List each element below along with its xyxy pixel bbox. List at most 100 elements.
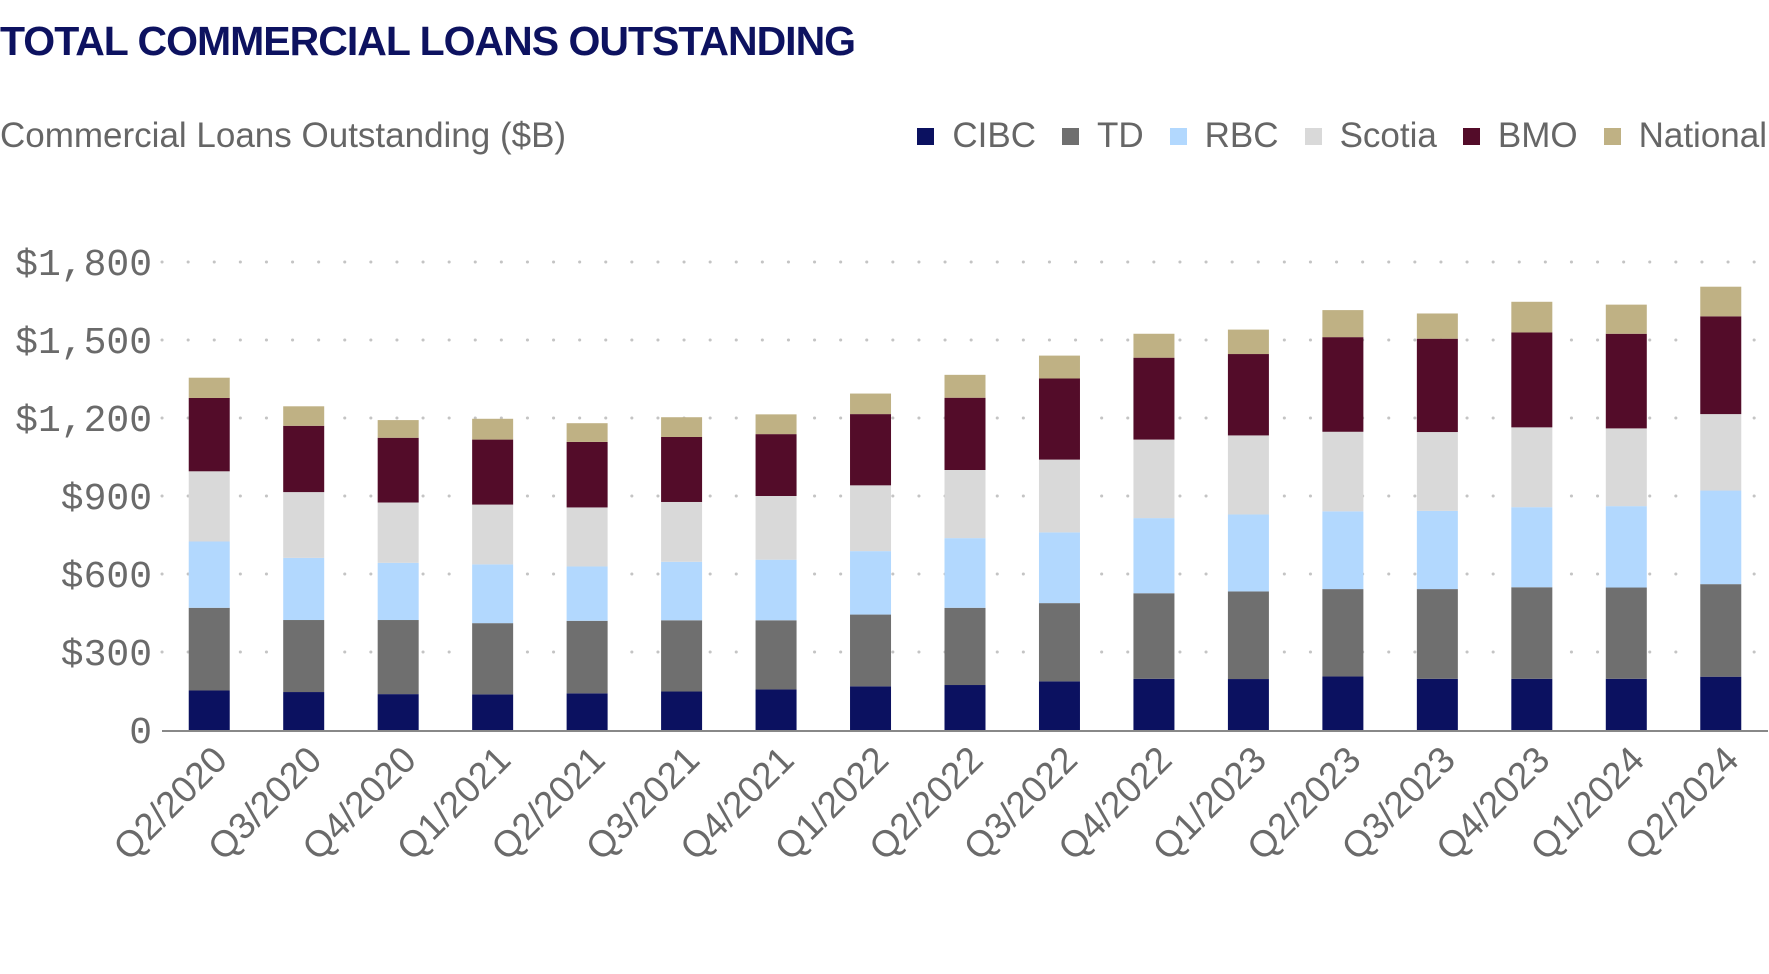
- bar-segment-rbc-q3-2020: [283, 557, 325, 621]
- bar-segment-td-q3-2021: [661, 620, 703, 692]
- bar-segment-rbc-q4-2023: [1511, 507, 1553, 588]
- bar-segment-cibc-q2-2024: [1700, 676, 1742, 730]
- y-tick-label: $1,200: [15, 400, 152, 443]
- bar-segment-rbc-q2-2022: [944, 538, 986, 608]
- bar-segment-bmo-q2-2021: [566, 441, 608, 508]
- bar-segment-bmo-q4-2022: [1133, 357, 1175, 440]
- bar-segment-cibc-q1-2023: [1227, 679, 1269, 730]
- y-tick-label: $1,500: [15, 322, 152, 365]
- bar-segment-cibc-q4-2022: [1133, 678, 1175, 730]
- bar-segment-td-q2-2021: [566, 620, 608, 694]
- legend-label-scotia: Scotia: [1339, 116, 1437, 155]
- bar-segment-cibc-q4-2023: [1511, 678, 1553, 730]
- bar-segment-cibc-q2-2021: [566, 693, 608, 730]
- bar-segment-rbc-q2-2023: [1322, 511, 1364, 590]
- bar-segment-scotia-q3-2022: [1038, 459, 1080, 533]
- bar-segment-cibc-q1-2024: [1605, 678, 1647, 730]
- bar-segment-national-q4-2020: [377, 420, 419, 438]
- bar-segment-cibc-q3-2022: [1038, 681, 1080, 730]
- bar-segment-scotia-q1-2021: [472, 504, 514, 565]
- bar-segment-bmo-q2-2020: [188, 397, 230, 472]
- bar-segment-bmo-q4-2020: [377, 437, 419, 503]
- bar-segment-national-q2-2023: [1322, 310, 1364, 338]
- bar-segment-bmo-q3-2020: [283, 425, 325, 493]
- bar-segment-scotia-q3-2020: [283, 492, 325, 558]
- bar-segment-national-q3-2021: [661, 417, 703, 437]
- bar-segment-bmo-q3-2021: [661, 436, 703, 502]
- bar-segment-rbc-q4-2021: [755, 559, 797, 621]
- bar-segment-cibc-q3-2021: [661, 691, 703, 730]
- bar-segment-bmo-q1-2024: [1605, 333, 1647, 429]
- bar-segment-td-q1-2023: [1227, 591, 1269, 680]
- bar-segment-bmo-q3-2022: [1038, 378, 1080, 460]
- bar-segment-scotia-q1-2024: [1605, 428, 1647, 507]
- bar-segment-rbc-q2-2020: [188, 541, 230, 608]
- chart-title: Commercial Loans Outstanding ($B): [0, 116, 567, 155]
- bar-segment-cibc-q1-2021: [472, 694, 514, 730]
- bar-segment-cibc-q3-2020: [283, 692, 325, 730]
- chart-legend: CIBC TD RBC Scotia BMO National: [891, 116, 1767, 156]
- legend-label-national: National: [1638, 116, 1767, 155]
- legend-item-rbc: RBC: [1169, 116, 1279, 156]
- bar-segment-rbc-q3-2021: [661, 561, 703, 621]
- bar-segment-td-q3-2020: [283, 620, 325, 693]
- bar-segment-scotia-q2-2024: [1700, 414, 1742, 491]
- bar-segment-national-q2-2021: [566, 423, 608, 442]
- bar-segment-rbc-q1-2021: [472, 564, 514, 624]
- page-title: TOTAL COMMERCIAL LOANS OUTSTANDING: [0, 18, 856, 64]
- bar-segment-rbc-q3-2023: [1416, 510, 1458, 590]
- bar-segment-bmo-q1-2022: [850, 414, 892, 486]
- bar-segment-national-q4-2023: [1511, 301, 1553, 333]
- legend-swatch-cibc: [917, 127, 935, 145]
- bar-segment-td-q1-2024: [1605, 587, 1647, 679]
- legend-item-td: TD: [1062, 116, 1144, 156]
- bar-segment-bmo-q2-2023: [1322, 337, 1364, 432]
- bar-segment-scotia-q3-2021: [661, 501, 703, 562]
- bar-segment-national-q3-2023: [1416, 313, 1458, 339]
- legend-label-cibc: CIBC: [952, 116, 1036, 155]
- bar-segment-national-q4-2021: [755, 414, 797, 435]
- bar-segment-scotia-q1-2023: [1227, 435, 1269, 515]
- bar-segment-td-q2-2022: [944, 607, 986, 686]
- y-tick-label: $900: [61, 478, 152, 521]
- legend-item-national: National: [1603, 116, 1767, 156]
- bar-segment-td-q4-2022: [1133, 593, 1175, 679]
- bar-segment-scotia-q4-2022: [1133, 439, 1175, 519]
- bar-segment-national-q3-2022: [1038, 355, 1080, 379]
- bar-segment-rbc-q1-2024: [1605, 506, 1647, 588]
- bar-segment-national-q1-2021: [472, 418, 514, 440]
- bar-segment-national-q2-2024: [1700, 286, 1742, 317]
- bar-segment-td-q3-2022: [1038, 603, 1080, 682]
- legend-swatch-td: [1062, 127, 1079, 145]
- bar-segment-td-q4-2020: [377, 620, 419, 695]
- bar-segment-national-q4-2022: [1133, 333, 1175, 358]
- bar-segment-cibc-q4-2020: [377, 694, 419, 730]
- bar-segment-td-q2-2023: [1322, 589, 1364, 677]
- bar-segment-bmo-q1-2021: [472, 439, 514, 505]
- legend-label-rbc: RBC: [1204, 116, 1279, 155]
- bar-segment-td-q4-2023: [1511, 587, 1553, 679]
- legend-item-bmo: BMO: [1462, 116, 1578, 156]
- bar-segment-scotia-q1-2022: [850, 485, 892, 552]
- bar-segment-cibc-q1-2022: [850, 686, 892, 730]
- bar-segment-national-q2-2020: [188, 377, 230, 398]
- bar-segment-td-q2-2020: [188, 607, 230, 691]
- bar-segment-scotia-q4-2020: [377, 502, 419, 563]
- bar-segment-bmo-q3-2023: [1416, 338, 1458, 433]
- bar-segment-scotia-q3-2023: [1416, 432, 1458, 511]
- legend-item-scotia: Scotia: [1304, 116, 1437, 156]
- y-tick-label: 0: [129, 712, 152, 755]
- y-tick-label: $600: [61, 556, 152, 599]
- bar-segment-rbc-q1-2022: [850, 551, 892, 615]
- bar-segment-td-q3-2023: [1416, 589, 1458, 679]
- bar-segment-cibc-q4-2021: [755, 689, 797, 730]
- y-tick-label: $300: [61, 634, 152, 677]
- legend-swatch-national: [1603, 127, 1621, 145]
- bar-segment-td-q4-2021: [755, 620, 797, 690]
- bar-segment-bmo-q1-2023: [1227, 354, 1269, 436]
- bar-segment-rbc-q2-2024: [1700, 490, 1742, 585]
- bar-segment-bmo-q4-2021: [755, 434, 797, 496]
- bar-segment-scotia-q2-2022: [944, 470, 986, 539]
